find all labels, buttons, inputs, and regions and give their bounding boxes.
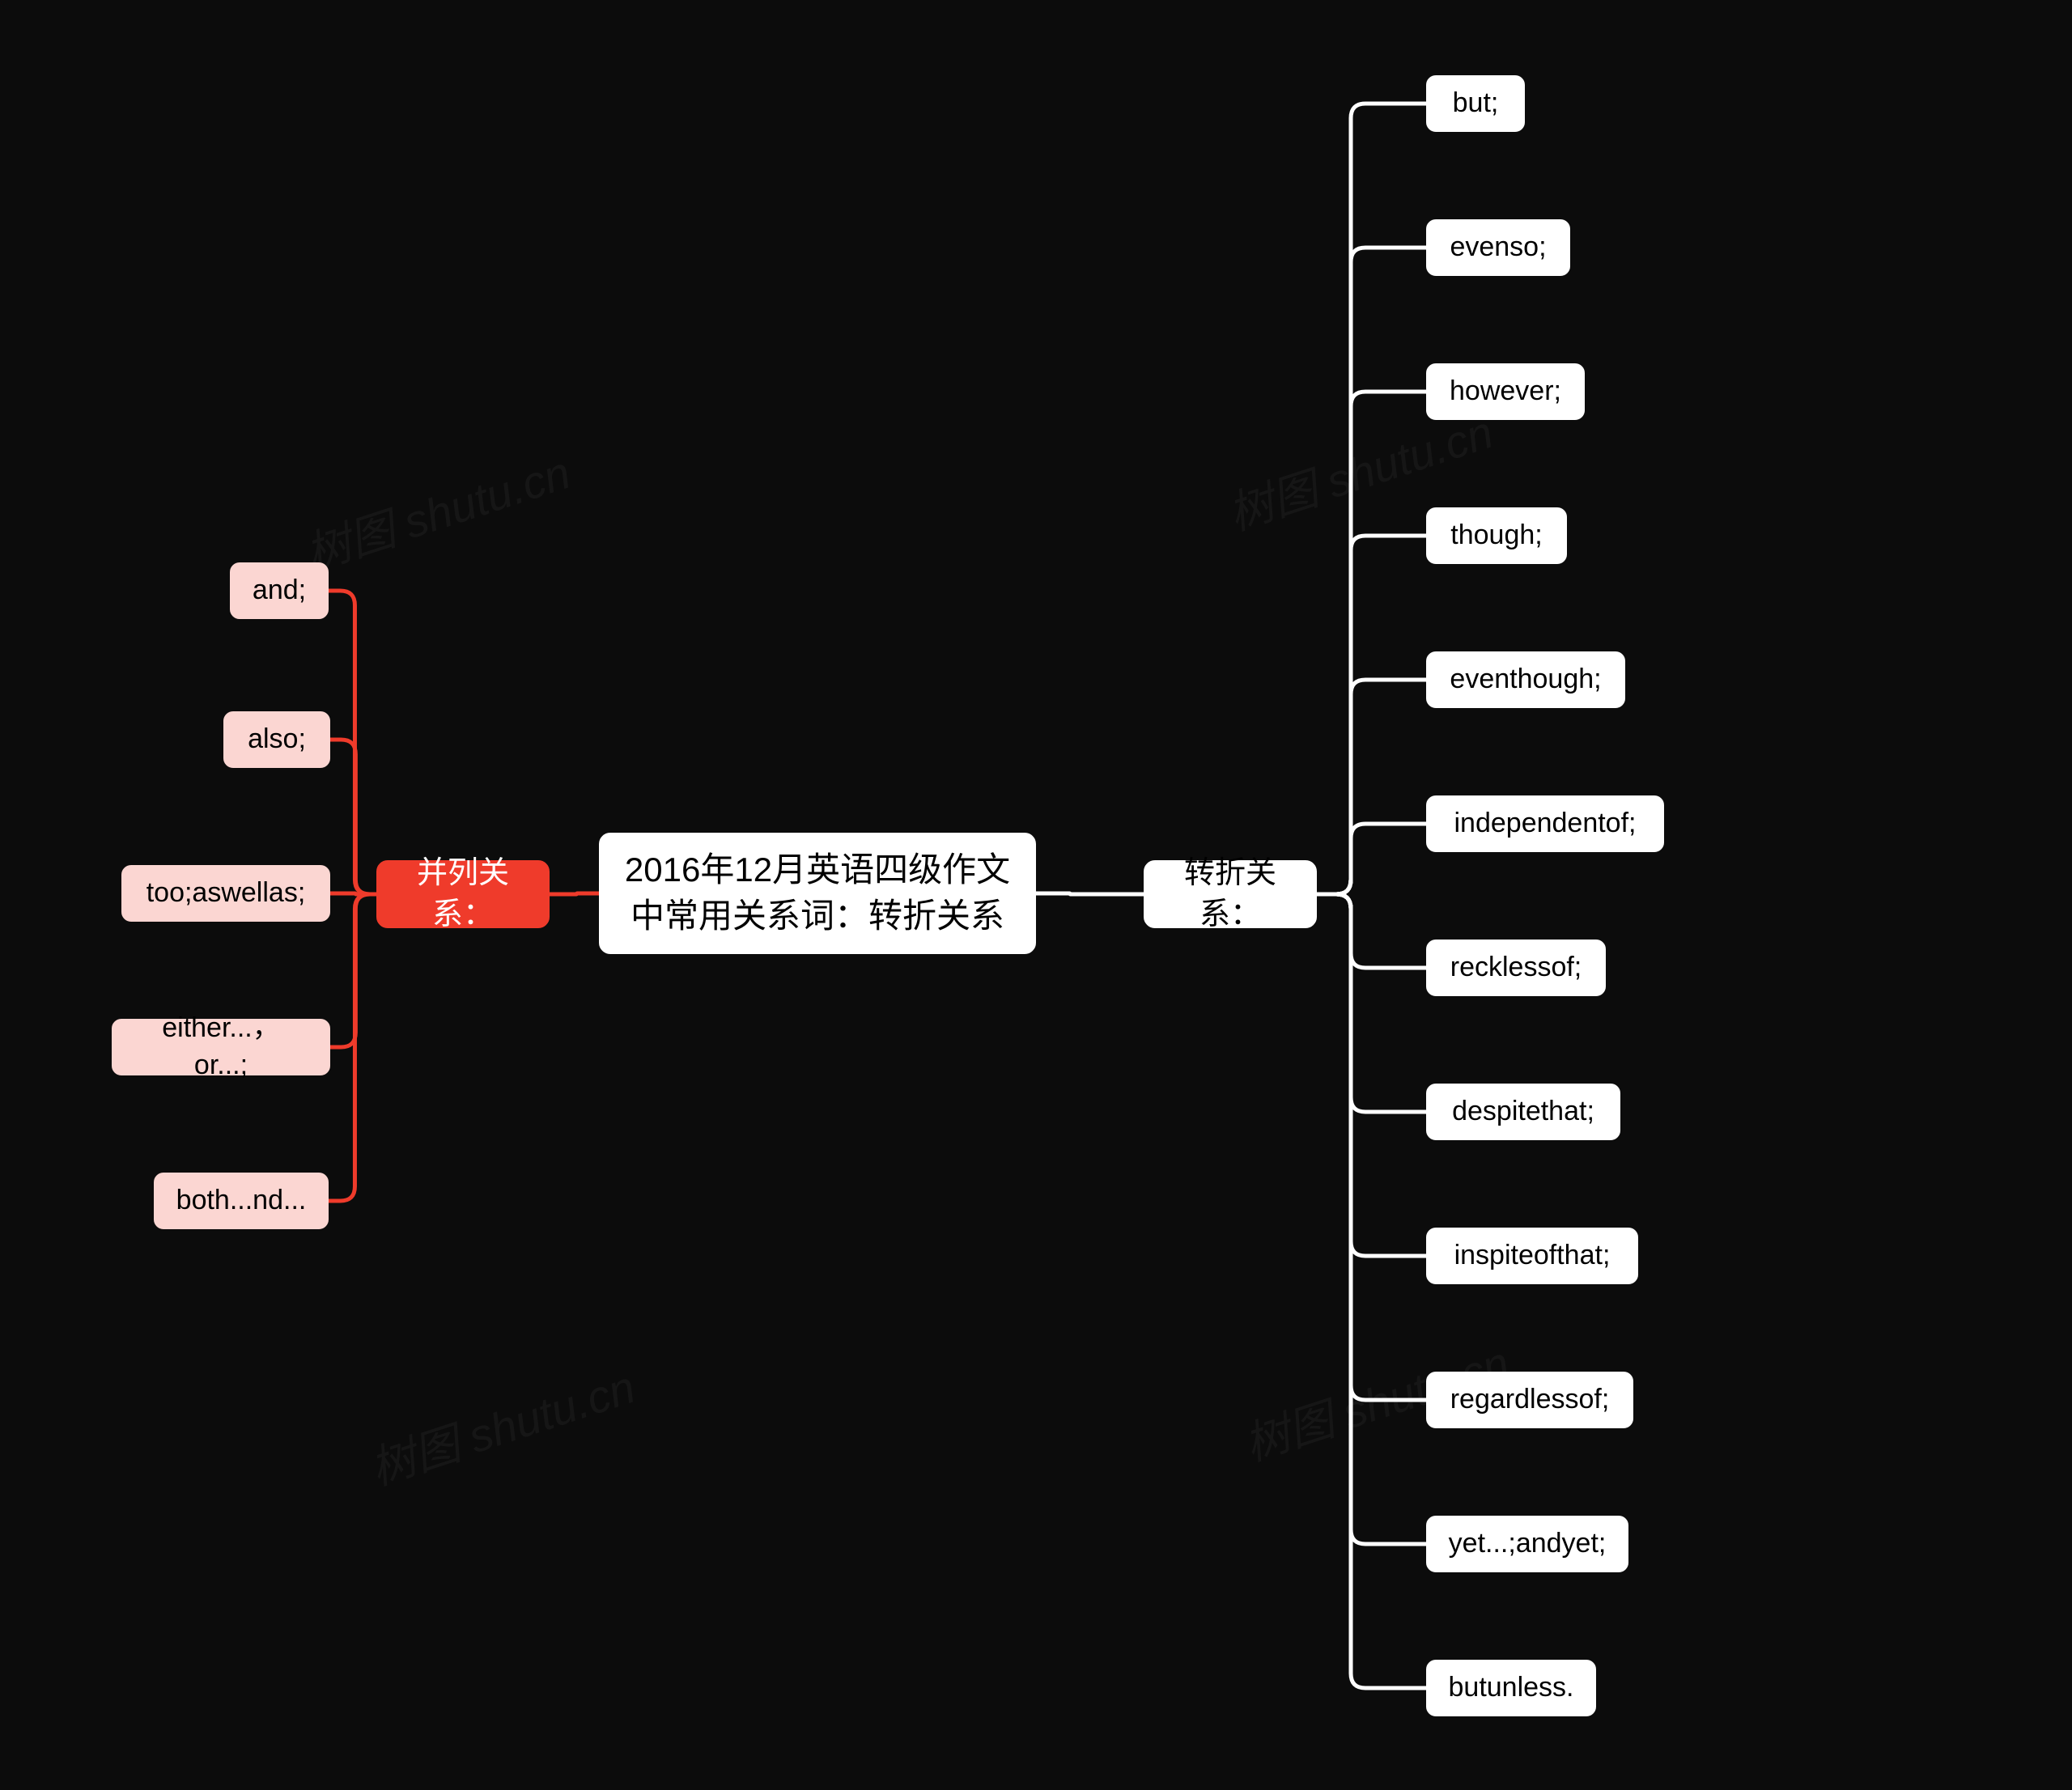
- edge: [1317, 894, 1426, 1256]
- right-leaf-node[interactable]: despitethat;: [1426, 1084, 1620, 1140]
- branch-right-node[interactable]: 转折关系：: [1144, 860, 1317, 928]
- edge: [1317, 104, 1426, 894]
- edge: [1317, 392, 1426, 894]
- watermark: 树图 shutu.cn: [361, 1351, 643, 1499]
- right-leaf-node[interactable]: however;: [1426, 363, 1585, 420]
- edge: [1317, 680, 1426, 894]
- mindmap-canvas: 树图 shutu.cn树图 shutu.cn树图 shutu.cn树图 shut…: [0, 0, 2072, 1790]
- edge: [1317, 894, 1426, 1112]
- right-leaf-node[interactable]: butunless.: [1426, 1660, 1596, 1716]
- edge: [1317, 536, 1426, 894]
- edge: [1036, 893, 1144, 894]
- left-leaf-node[interactable]: and;: [230, 562, 329, 619]
- watermark: 树图 shutu.cn: [296, 437, 578, 584]
- right-leaf-node[interactable]: recklessof;: [1426, 940, 1606, 996]
- edge: [1317, 894, 1426, 1544]
- edge: [1317, 824, 1426, 894]
- right-leaf-node[interactable]: regardlessof;: [1426, 1372, 1633, 1428]
- branch-left-node[interactable]: 并列关系：: [376, 860, 550, 928]
- right-leaf-node[interactable]: evenso;: [1426, 219, 1570, 276]
- left-leaf-node[interactable]: either...，or...;: [112, 1019, 330, 1075]
- right-leaf-node[interactable]: though;: [1426, 507, 1567, 564]
- left-leaf-node[interactable]: both...nd...: [154, 1173, 329, 1229]
- center-node[interactable]: 2016年12月英语四级作文 中常用关系词：转折关系: [599, 833, 1036, 954]
- edge: [330, 740, 376, 894]
- edge: [1317, 894, 1426, 1400]
- right-leaf-node[interactable]: eventhough;: [1426, 651, 1625, 708]
- right-leaf-node[interactable]: yet...;andyet;: [1426, 1516, 1628, 1572]
- edge: [329, 894, 376, 1201]
- left-leaf-node[interactable]: too;aswellas;: [121, 865, 330, 922]
- edge: [1317, 248, 1426, 894]
- edge: [1317, 894, 1426, 968]
- right-leaf-node[interactable]: inspiteofthat;: [1426, 1228, 1638, 1284]
- right-leaf-node[interactable]: but;: [1426, 75, 1525, 132]
- edge: [330, 894, 376, 1047]
- edge: [1317, 894, 1426, 1688]
- edge: [329, 591, 376, 894]
- edge: [330, 893, 376, 894]
- right-leaf-node[interactable]: independentof;: [1426, 795, 1664, 852]
- edge: [550, 893, 599, 894]
- left-leaf-node[interactable]: also;: [223, 711, 330, 768]
